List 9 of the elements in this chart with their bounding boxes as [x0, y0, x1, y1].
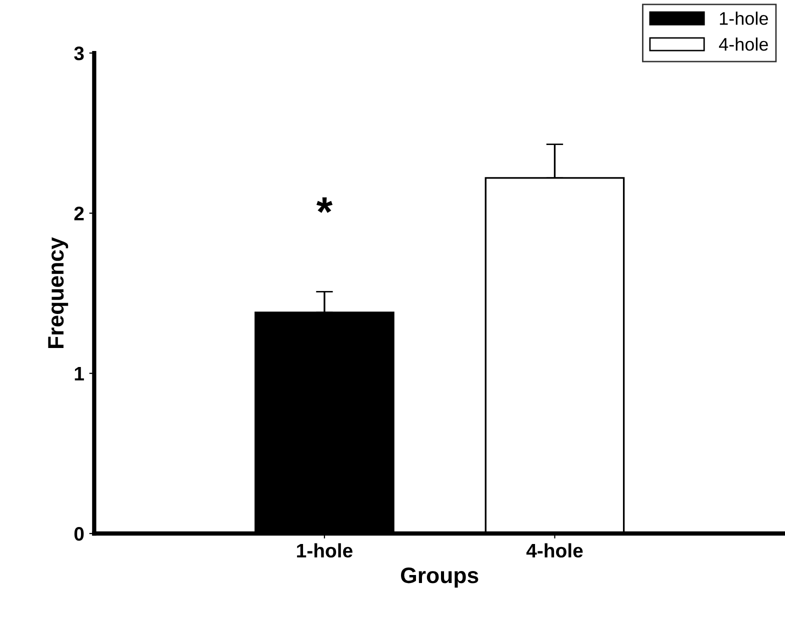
y-tick-label: 1 — [74, 367, 84, 380]
y-tick-label: 0 — [74, 526, 84, 541]
x-axis-title: Groups — [401, 568, 478, 588]
annotation: * — [316, 197, 333, 213]
y-axis-title: Frequency — [48, 237, 68, 348]
legend-label: 4-hole — [718, 37, 768, 51]
y-tick-label: 2 — [74, 206, 84, 220]
legend-label: 1-hole — [720, 12, 768, 25]
y-tick-label: 3 — [74, 46, 84, 60]
